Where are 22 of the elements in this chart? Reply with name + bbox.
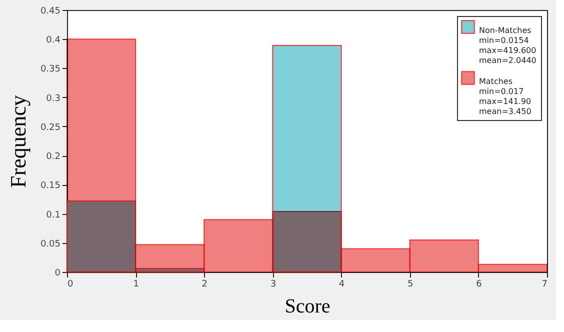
y-axis-title: Frequency (5, 95, 30, 188)
x-tick-label: 5 (407, 280, 414, 290)
x-tick-label: 2 (202, 280, 208, 290)
x-tick-label: 0 (68, 280, 74, 290)
y-tick-label: 0 (54, 268, 61, 278)
y-tick-label: 0.15 (40, 181, 60, 192)
y-tick-label: 0.25 (40, 122, 60, 133)
x-tick-label: 6 (476, 280, 482, 290)
y-tick-label: 0.4 (46, 36, 61, 46)
y-tick-label: 0.05 (40, 239, 60, 250)
y-tick-label: 0.1 (46, 210, 60, 220)
legend-label: Non-Matches min=0.0154 max=419.600 mean=2.0440 (479, 26, 536, 65)
x-axis-title: Score (284, 296, 330, 318)
legend-label: Matches min=0.017 max=141.90 mean=3.450 (479, 77, 532, 116)
y-tick-label: 0.45 (40, 6, 60, 16)
x-tick-label: 3 (270, 280, 276, 290)
y-tick-label: 0.2 (46, 152, 60, 162)
y-tick-label: 0.3 (46, 94, 60, 104)
y-tick-label: 0.35 (40, 64, 60, 75)
x-tick-label: 7 (542, 280, 548, 290)
x-tick-label: 4 (338, 280, 345, 290)
x-tick-label: 1 (133, 280, 139, 290)
